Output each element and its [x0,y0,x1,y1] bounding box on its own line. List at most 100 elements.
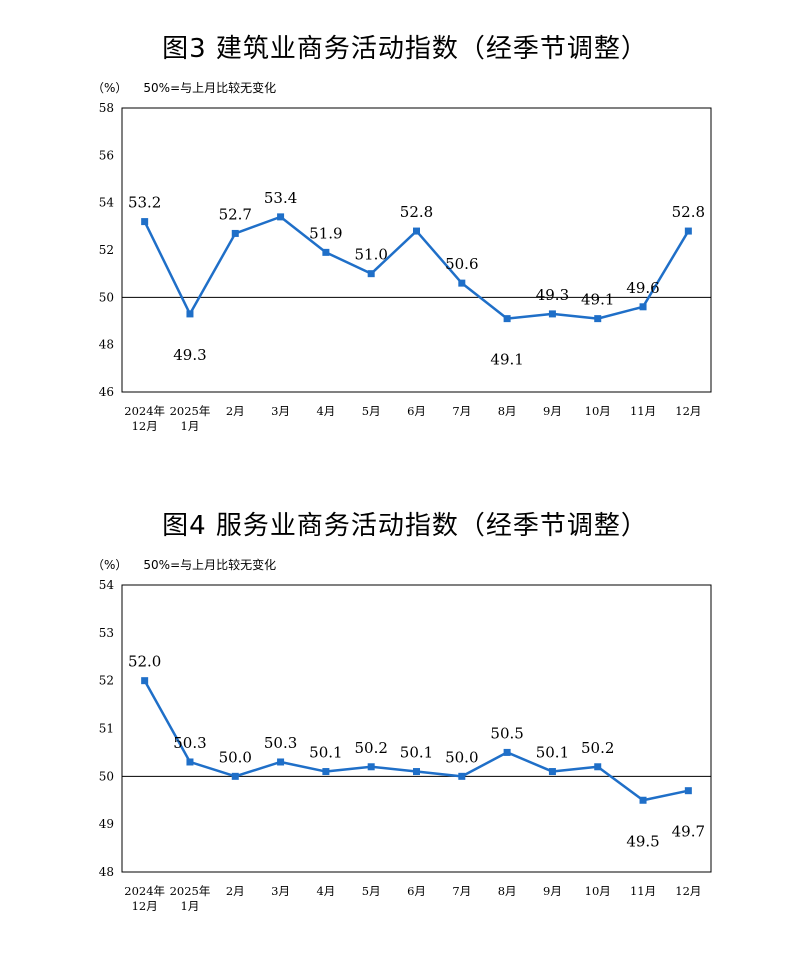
data-label: 49.1 [581,291,614,309]
x-tick-label: 2月 [226,404,245,418]
data-point [458,772,466,780]
y-tick-label: 54 [99,196,115,210]
data-label: 50.0 [445,748,478,766]
data-point [413,227,420,235]
x-tick-label: 3月 [271,404,290,418]
x-tick-label: 12月 [132,419,158,433]
data-point [322,768,330,776]
data-point [684,227,692,235]
y-tick-label: 56 [99,148,114,162]
data-point [231,772,239,780]
data-label: 50.1 [309,744,342,762]
y-tick-label: 52 [99,674,114,688]
data-point [413,768,420,776]
plot-frame [121,107,712,393]
data-point [639,303,647,311]
y-tick-label: 46 [99,385,114,399]
data-label: 51.0 [354,246,387,264]
y-tick-label: 51 [99,722,114,736]
data-label: 50.2 [354,739,387,757]
data-label: 50.3 [173,734,206,752]
x-tick-label: 5月 [362,404,381,418]
data-label: 50.0 [219,748,252,766]
x-tick-label: 2024年 [124,404,165,418]
reference-note: 50%=与上月比较无变化 [143,558,277,572]
y-tick-label: 48 [99,338,114,352]
x-tick-label: 11月 [630,884,656,898]
x-tick-label: 4月 [316,404,335,418]
data-point [458,279,466,287]
data-point [503,748,511,756]
x-tick-label: 7月 [452,884,471,898]
data-point [231,229,239,237]
x-tick-label: 12月 [675,884,701,898]
unit-note: （%） 50%=与上月比较无变化 [92,79,292,96]
data-label: 53.2 [128,194,161,212]
construction-index-chart: 图3 建筑业商务活动指数（经季节调整） （%） 50%=与上月比较无变化 46 48… [0,0,810,470]
data-point [186,310,194,318]
x-tick-label: 7月 [452,404,471,418]
y-tick-label: 50 [99,290,114,304]
unit-note: （%） 50%=与上月比较无变化 [92,556,292,573]
y-tick-label: 49 [99,817,114,831]
data-label: 50.1 [400,744,433,762]
data-label: 52.7 [219,205,252,223]
data-label: 50.5 [490,724,523,742]
data-label: 49.1 [490,351,523,369]
x-tick-label: 12月 [675,404,701,418]
data-point [322,248,330,256]
data-point [548,310,556,318]
data-label: 50.2 [581,739,614,757]
data-point [186,758,194,766]
x-tick-label: 8月 [498,404,517,418]
data-label: 49.7 [672,823,705,841]
data-label: 49.3 [173,346,206,364]
x-tick-label: 9月 [543,884,562,898]
data-point [277,213,285,221]
y-tick-label: 53 [99,626,114,640]
data-label: 49.3 [536,286,569,304]
data-point [548,768,556,776]
unit-label: （%） [92,558,128,572]
x-tick-label: 9月 [543,404,562,418]
y-tick-label: 50 [99,769,114,783]
data-label: 52.8 [400,203,433,221]
chart-title: 图3 建筑业商务活动指数（经季节调整） [162,34,648,64]
plot-frame [121,584,712,873]
data-label: 49.6 [626,279,659,297]
y-tick-label: 54 [99,578,115,592]
x-tick-label: 3月 [271,884,290,898]
x-tick-label: 11月 [630,404,656,418]
data-label: 50.6 [445,255,478,273]
data-label: 52.8 [672,203,705,221]
data-point [367,763,375,771]
data-point [141,677,149,685]
x-tick-label: 2月 [226,884,245,898]
data-label: 53.4 [264,189,297,207]
y-tick-label: 48 [99,865,114,879]
data-label: 50.1 [536,744,569,762]
data-point [594,763,602,771]
x-tick-label: 10月 [585,404,611,418]
x-tick-label: 2025年 [170,404,211,418]
x-tick-label: 4月 [316,884,335,898]
x-tick-label: 12月 [132,899,158,913]
x-tick-label: 5月 [362,884,381,898]
x-tick-label: 1月 [181,419,200,433]
unit-label: （%） [92,81,128,95]
data-point [503,315,511,323]
x-tick-label: 6月 [407,884,426,898]
x-tick-label: 10月 [585,884,611,898]
services-index-chart: 图4 服务业商务活动指数（经季节调整） （%） 50%=与上月比较无变化 48 49… [0,477,810,954]
data-point [594,315,602,323]
x-tick-label: 6月 [407,404,426,418]
x-tick-label: 2024年 [124,884,165,898]
data-label: 51.9 [309,224,342,242]
data-point [277,758,285,766]
y-tick-label: 52 [99,243,114,257]
reference-note: 50%=与上月比较无变化 [143,81,277,95]
x-tick-label: 8月 [498,884,517,898]
data-label: 49.5 [626,832,659,850]
